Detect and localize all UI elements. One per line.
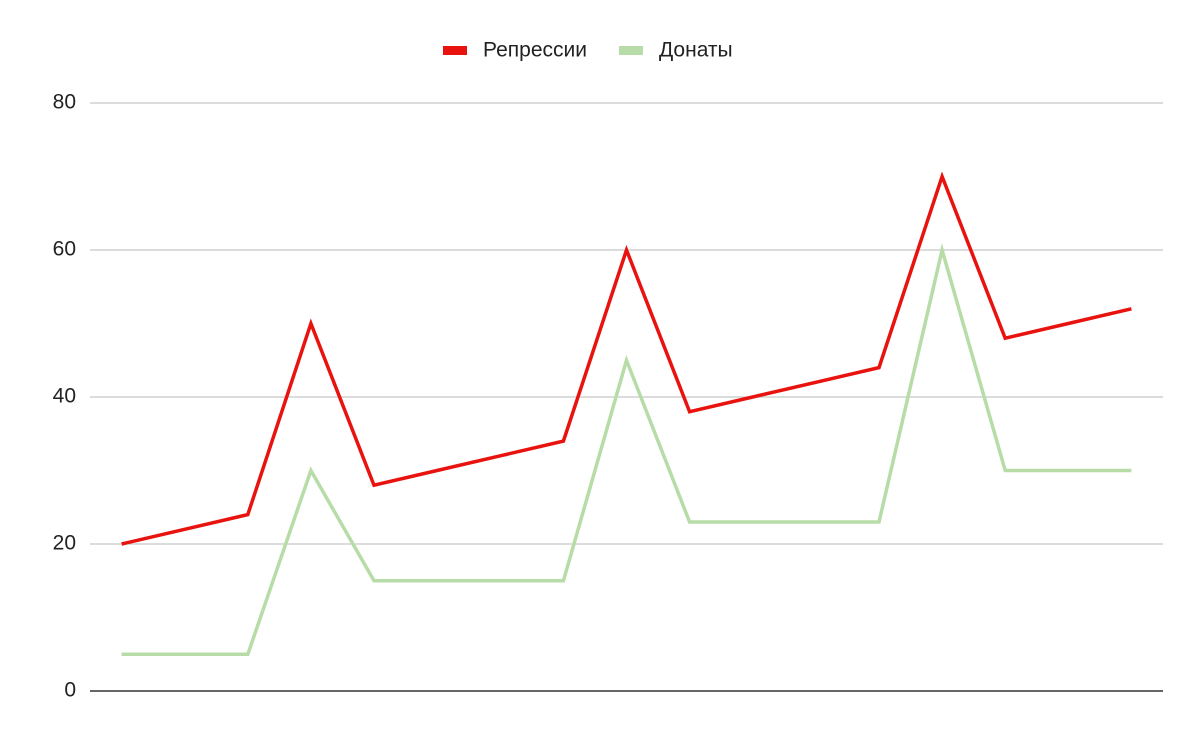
legend-swatch <box>443 46 467 55</box>
legend-label: Репрессии <box>483 39 587 62</box>
line-series <box>121 171 1132 546</box>
line-series <box>121 243 1132 657</box>
y-tick-label: 40 <box>53 385 76 408</box>
y-tick-label: 80 <box>53 91 76 114</box>
y-tick-label: 20 <box>53 532 76 555</box>
y-tick-label: 60 <box>53 238 76 261</box>
legend-swatch <box>618 46 643 55</box>
legend-label: Донаты <box>659 39 733 62</box>
y-tick-label: 0 <box>64 679 76 702</box>
